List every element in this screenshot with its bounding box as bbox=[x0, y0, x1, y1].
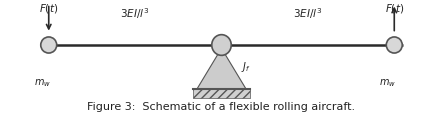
Text: $J_f$: $J_f$ bbox=[241, 59, 251, 73]
Text: $3EI/l^3$: $3EI/l^3$ bbox=[293, 6, 323, 21]
Ellipse shape bbox=[386, 38, 402, 54]
Polygon shape bbox=[197, 55, 246, 89]
Text: Figure 3:  Schematic of a flexible rolling aircraft.: Figure 3: Schematic of a flexible rollin… bbox=[87, 101, 356, 111]
Text: $3EI/l^3$: $3EI/l^3$ bbox=[120, 6, 150, 21]
Text: $F(t)$: $F(t)$ bbox=[39, 2, 58, 15]
Ellipse shape bbox=[41, 38, 57, 54]
Text: $m_w$: $m_w$ bbox=[34, 76, 51, 88]
Ellipse shape bbox=[212, 35, 231, 56]
Bar bbox=[193, 89, 250, 98]
Text: $m_w$: $m_w$ bbox=[379, 76, 396, 88]
Text: $F(t)$: $F(t)$ bbox=[385, 2, 404, 15]
